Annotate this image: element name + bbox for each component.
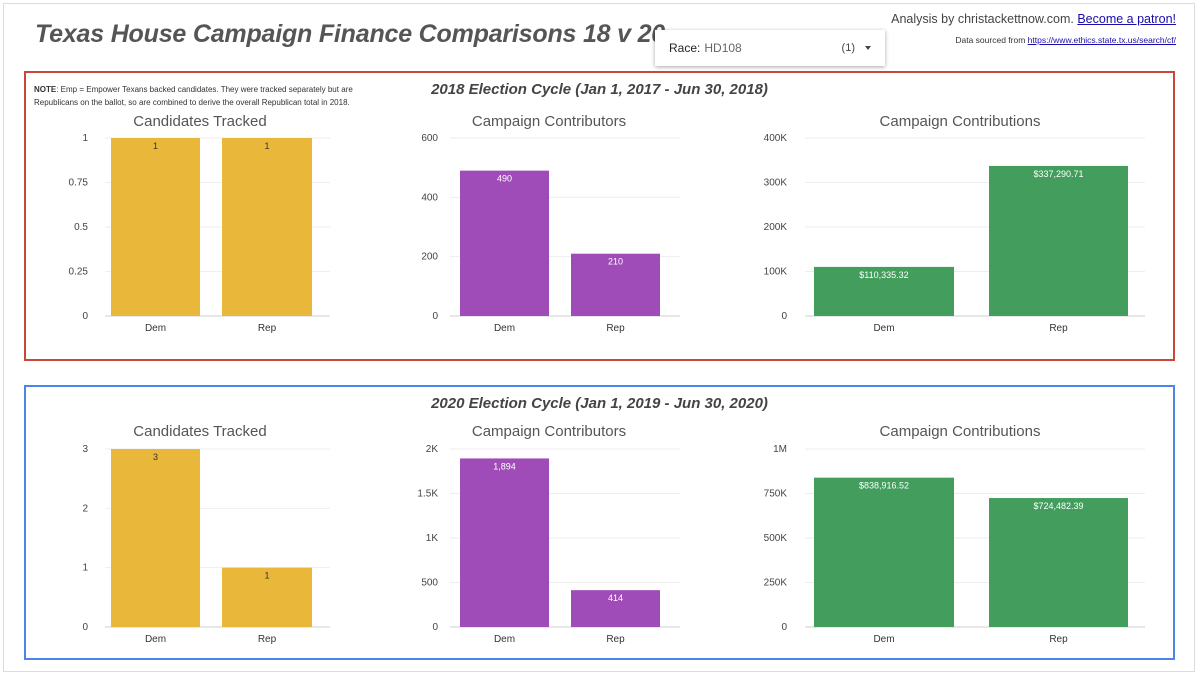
x-category-label: Rep [258,323,277,334]
y-tick-label: 500K [764,533,788,544]
become-patron-link[interactable]: Become a patron! [1077,12,1176,26]
x-category-label: Rep [1049,634,1068,645]
bar-dem [111,449,200,627]
report-title: Texas House Campaign Finance Comparisons… [35,20,665,48]
bar-rep [989,498,1128,627]
race-filter-value: HD108 [704,41,742,55]
y-tick-label: 600 [421,133,438,144]
y-tick-label: 300K [764,178,788,189]
race-filter-label: Race: [669,41,701,55]
data-source: Data sourced from https://www.ethics.sta… [955,35,1176,45]
analysis-credit: Analysis by christackettnow.com. Become … [891,12,1176,26]
bar-rep [222,138,312,316]
y-tick-label: 0 [82,622,88,633]
y-tick-label: 1K [426,533,439,544]
bar-rep [989,165,1128,316]
note-label: NOTE [34,85,57,94]
data-label: 1 [264,571,269,581]
y-tick-label: 1.5K [417,489,438,500]
x-category-label: Dem [494,634,515,645]
bar-dem [460,458,549,627]
note-text: NOTE: Emp = Empower Texans backed candid… [34,83,384,109]
data-label: 414 [608,593,623,603]
chart-title: Campaign Contributors [472,423,626,440]
y-tick-label: 0 [781,622,787,633]
chart-title: Campaign Contributions [880,423,1041,440]
data-label: 1,894 [493,461,516,471]
bar-rep [571,590,660,627]
chart-title: Campaign Contributions [880,113,1041,130]
y-tick-label: 0 [82,311,88,322]
data-label: $724,482.39 [1033,501,1083,511]
y-tick-label: 100K [764,267,788,278]
y-tick-label: 2 [82,503,88,514]
analysis-credit-text: Analysis by christackettnow.com. [891,12,1074,26]
bar-dem [460,170,549,316]
chart-title: Candidates Tracked [133,423,266,440]
chart-title: Candidates Tracked [133,113,266,130]
x-category-label: Rep [606,634,625,645]
y-tick-label: 1 [82,563,88,574]
caret-down-icon[interactable] [865,46,871,50]
y-tick-label: 1M [773,444,787,455]
data-label: $110,335.32 [859,270,908,280]
y-tick-label: 0 [781,311,787,322]
y-tick-label: 750K [764,489,788,500]
x-category-label: Dem [494,323,515,334]
section-2020: 2020 Election Cycle (Jan 1, 2019 - Jun 3… [24,385,1175,660]
y-tick-label: 2K [426,444,439,455]
x-category-label: Dem [145,634,166,645]
y-tick-label: 0.25 [69,267,89,278]
y-tick-label: 0 [432,622,438,633]
y-tick-label: 200 [421,252,438,263]
data-label: 3 [153,452,158,462]
y-tick-label: 0.5 [74,222,88,233]
y-tick-label: 400K [764,133,788,144]
y-tick-label: 1 [82,133,88,144]
x-category-label: Rep [606,323,625,334]
race-filter-dropdown[interactable]: Race: HD108 (1) [655,30,885,66]
y-tick-label: 3 [82,444,88,455]
y-tick-label: 400 [421,192,438,203]
x-category-label: Dem [873,323,894,334]
bar-dem [814,266,954,316]
data-source-text: Data sourced from [955,35,1026,45]
y-tick-label: 0 [432,311,438,322]
data-source-link[interactable]: https://www.ethics.state.tx.us/search/cf… [1027,35,1176,45]
section-2018-title: 2018 Election Cycle (Jan 1, 2017 - Jun 3… [431,81,768,98]
x-category-label: Rep [1049,323,1068,334]
x-category-label: Dem [145,323,166,334]
bar-dem [814,477,954,627]
bar-dem [111,138,200,316]
y-tick-label: 0.75 [69,178,89,189]
y-tick-label: 500 [421,578,438,589]
note-body: : Emp = Empower Texans backed candidates… [34,85,353,107]
x-category-label: Dem [873,634,894,645]
chart-title: Campaign Contributors [472,113,626,130]
data-label: 210 [608,257,623,267]
data-label: 1 [264,141,269,151]
data-label: $337,290.71 [1033,169,1083,179]
data-label: 490 [497,174,512,184]
bar-rep [571,253,660,316]
y-tick-label: 200K [764,222,788,233]
race-filter-count: (1) [841,42,855,54]
y-tick-label: 250K [764,578,788,589]
x-category-label: Rep [258,634,277,645]
section-2018: 2018 Election Cycle (Jan 1, 2017 - Jun 3… [24,71,1175,361]
section-2020-title: 2020 Election Cycle (Jan 1, 2019 - Jun 3… [431,395,768,412]
data-label: $838,916.52 [859,481,909,491]
bar-rep [222,567,312,627]
data-label: 1 [153,141,158,151]
